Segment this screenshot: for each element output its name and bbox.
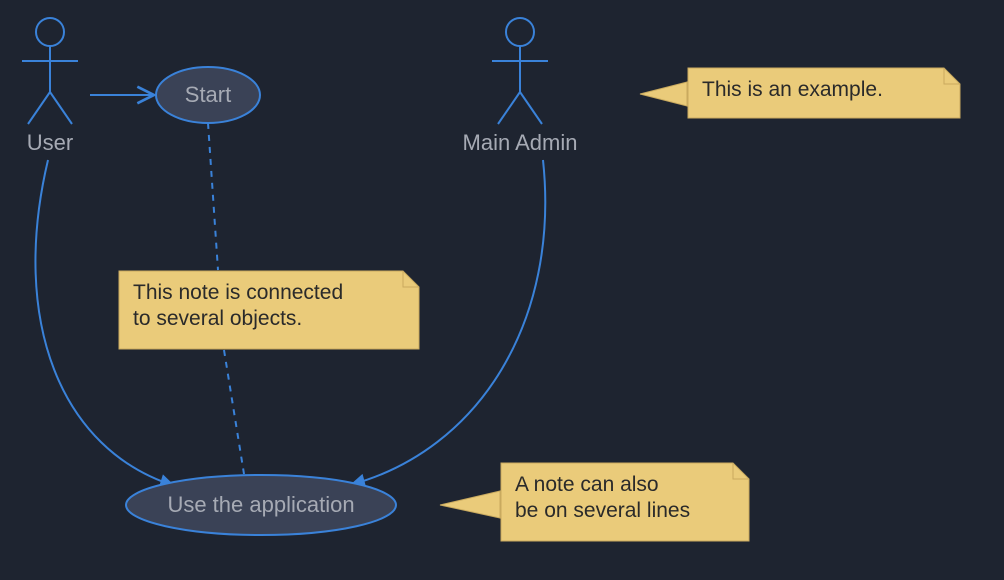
- usecase-label-start: Start: [185, 82, 231, 107]
- actor-label-admin: Main Admin: [463, 130, 578, 155]
- actor-head-icon: [506, 18, 534, 46]
- note-connected: This note is connected to several objects…: [119, 271, 419, 349]
- actor-admin: Main Admin: [463, 18, 578, 155]
- note-connected-line0: This note is connected: [133, 281, 343, 304]
- note-tail-noteex-admin: [640, 82, 687, 106]
- usecase-useapp: Use the application: [126, 475, 396, 535]
- actor-user: User: [22, 18, 78, 155]
- uml-diagram: This is an example. This note is connecte…: [0, 0, 1004, 580]
- edge-start-note2: [208, 123, 218, 270]
- note-multiline: A note can also be on several lines: [501, 463, 749, 541]
- usecase-label-useapp: Use the application: [167, 492, 354, 517]
- note-example-line0: This is an example.: [702, 78, 883, 101]
- note-example: This is an example.: [688, 68, 960, 118]
- edge-note2-useapp: [224, 350, 244, 474]
- note-multiline-line1: be on several lines: [515, 499, 690, 522]
- note-multiline-line0: A note can also: [515, 473, 659, 496]
- note-connected-line1: to several objects.: [133, 307, 302, 330]
- actor-head-icon: [36, 18, 64, 46]
- actor-label-user: User: [27, 130, 73, 155]
- usecase-start: Start: [156, 67, 260, 123]
- note-tail-notemulti-useapp: [440, 491, 500, 518]
